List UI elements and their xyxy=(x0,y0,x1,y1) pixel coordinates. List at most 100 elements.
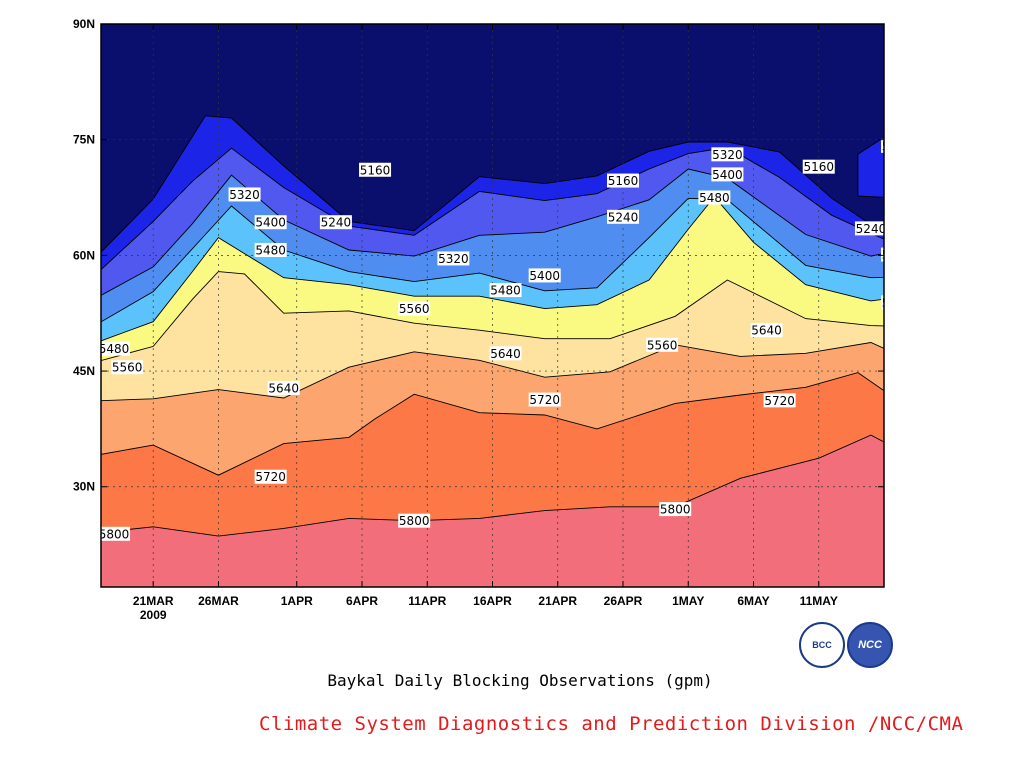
contour-label-5560: 5560 xyxy=(398,301,431,316)
contour-label-text: 5560 xyxy=(895,323,926,337)
contour-label-text: 5320 xyxy=(712,148,743,162)
contour-label-box xyxy=(933,17,965,31)
contour-label-box xyxy=(881,247,884,262)
isoline-5480 xyxy=(101,196,884,342)
plot-area: 5800580058005800572057205720572056405640… xyxy=(99,17,1024,587)
contour-label-text: 5560 xyxy=(647,338,678,352)
contour-label-box xyxy=(101,341,131,356)
contour-label-5560: 5560 xyxy=(646,337,679,352)
contour-label-5720: 5720 xyxy=(763,393,796,408)
contour-label-5160: 5160 xyxy=(802,159,835,174)
contour-label-box xyxy=(659,502,692,517)
contour-label-5560: 5560 xyxy=(111,360,144,375)
contour-label-box xyxy=(959,232,991,246)
contour-label-box xyxy=(437,251,470,266)
x-tick-sublabel: 2009 xyxy=(140,608,167,622)
contour-label-text: 5400 xyxy=(960,233,991,247)
y-tick-label: 60N xyxy=(73,248,95,262)
contour-label-5320: 5320 xyxy=(228,187,261,202)
contour-label-box xyxy=(528,268,561,283)
contour-label-5400: 5400 xyxy=(528,268,561,283)
contour-label-5800: 5800 xyxy=(398,513,431,528)
contour-label-text: 5400 xyxy=(255,216,286,230)
x-tick-label: 26APR xyxy=(604,594,643,608)
chart-title: Baykal Daily Blocking Observations (gpm) xyxy=(327,671,713,690)
contour-label-5640: 5640 xyxy=(959,365,991,380)
contour-label-box xyxy=(711,147,744,162)
contour-label-box xyxy=(254,469,287,484)
contour-label-text: 5640 xyxy=(268,382,299,396)
contour-label-box xyxy=(607,209,639,224)
contour-label-5720: 5720 xyxy=(528,392,561,407)
contour-label-text: 5720 xyxy=(999,429,1024,443)
contour-label-text: 5720 xyxy=(255,470,286,484)
x-tick-label: 1MAY xyxy=(672,594,704,608)
closed-contours xyxy=(857,136,884,198)
contour-label-box xyxy=(750,323,783,338)
contour-label-box xyxy=(398,301,431,316)
contour-label-box xyxy=(319,215,352,230)
contour-label-box xyxy=(646,337,679,352)
contour-label-box xyxy=(763,393,796,408)
contour-label-text: 5720 xyxy=(764,394,795,408)
contour-label-box xyxy=(711,167,744,182)
contour-label-box xyxy=(101,526,131,541)
contour-label-5480: 5480 xyxy=(254,242,287,257)
contour-label-5320: 5320 xyxy=(437,251,470,266)
contour-label-text: 5640 xyxy=(960,365,991,379)
contour-label-5480: 5480 xyxy=(881,295,913,310)
contour-label-box xyxy=(881,295,884,310)
contour-label-5720: 5720 xyxy=(254,469,287,484)
contour-label-box xyxy=(359,162,392,177)
isoline-5400 xyxy=(101,197,884,323)
contour-label-5640: 5640 xyxy=(267,381,300,396)
contour-label-5240: 5240 xyxy=(607,209,639,224)
contour-label-5320: 5320 xyxy=(711,147,744,162)
isoline-5240 xyxy=(101,146,884,271)
isoline-5800 xyxy=(101,434,884,537)
contour-label-text: 5640 xyxy=(490,347,521,361)
contour-label-text: 5800 xyxy=(99,527,130,541)
contour-label-text: 5400 xyxy=(529,269,560,283)
contour-label-5160: 5160 xyxy=(607,173,639,188)
contour-label-box xyxy=(854,221,884,236)
contour-label-box xyxy=(894,322,926,336)
closed-contour-5160 xyxy=(857,136,884,198)
y-tick-label: 75N xyxy=(73,133,95,147)
isoline-5160 xyxy=(101,115,884,253)
contour-label-5480: 5480 xyxy=(101,341,131,356)
contour-label-5720: 5720 xyxy=(999,428,1024,443)
x-tick-label: 21MAR xyxy=(133,594,174,608)
isoline-5640 xyxy=(101,342,884,402)
contour-labels: 5800580058005800572057205720572056405640… xyxy=(99,17,1024,541)
ncc-logo: NCC xyxy=(847,622,893,668)
contour-label-box xyxy=(489,283,522,298)
y-tick-label: 30N xyxy=(73,480,95,494)
credit-text: Climate System Diagnostics and Predictio… xyxy=(259,713,964,735)
contour-label-5400: 5400 xyxy=(254,215,287,230)
contour-label-box xyxy=(489,346,522,361)
x-tick-label: 26MAR xyxy=(198,594,239,608)
isoline-5320 xyxy=(101,168,884,296)
contour-label-5400: 5400 xyxy=(711,167,744,182)
contour-label-box xyxy=(267,381,300,396)
contour-label-text: 5320 xyxy=(229,188,260,202)
contour-label-5800: 5800 xyxy=(99,526,131,541)
contour-label-text: 5240 xyxy=(608,210,639,224)
contour-label-text: 5720 xyxy=(529,393,560,407)
contour-label-text: 5480 xyxy=(882,296,913,310)
contour-label-5640: 5640 xyxy=(489,346,522,361)
grid-lines xyxy=(101,24,884,587)
x-tick-label: 6MAY xyxy=(737,594,769,608)
contour-label-text: 5320 xyxy=(438,252,469,266)
contour-label-box xyxy=(528,392,561,407)
contour-label-text: 5160 xyxy=(608,174,639,188)
contour-label-5400: 5400 xyxy=(933,17,965,32)
contour-label-text: 5480 xyxy=(490,284,521,298)
contour-label-box xyxy=(881,138,884,153)
x-tick-label: 11APR xyxy=(408,594,446,608)
contour-label-box xyxy=(907,217,939,231)
contour-label-5320: 5320 xyxy=(881,247,884,262)
contour-label-box xyxy=(607,173,639,188)
contour-label-text: 5800 xyxy=(660,503,691,517)
